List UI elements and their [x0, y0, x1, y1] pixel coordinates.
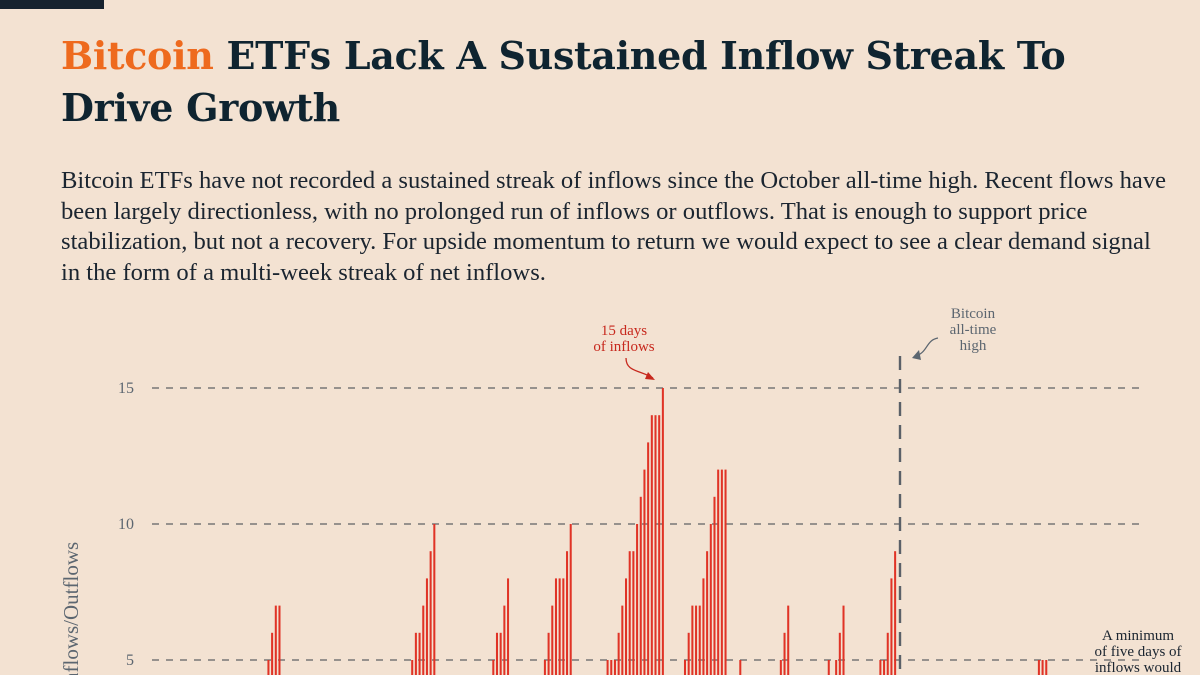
bar — [503, 605, 506, 675]
bar — [650, 415, 653, 675]
bar — [499, 632, 502, 675]
bar — [683, 660, 687, 675]
bar — [625, 578, 628, 675]
bar — [838, 632, 841, 675]
bar — [886, 632, 889, 675]
bar — [783, 632, 786, 675]
chart-title: Bitcoin ETFs Lack A Sustained Inflow Str… — [61, 30, 1181, 134]
bar — [636, 524, 639, 675]
bar — [1041, 660, 1044, 675]
bar — [1045, 660, 1048, 675]
bar — [779, 660, 782, 675]
y-tick-label: 10 — [118, 516, 134, 533]
bar — [691, 605, 694, 675]
bar — [654, 415, 657, 675]
bar — [890, 578, 893, 675]
bar — [569, 524, 572, 675]
bar — [558, 578, 561, 675]
bar — [507, 578, 510, 675]
bar — [883, 660, 886, 675]
bars — [267, 388, 1048, 675]
title-rest: ETFs Lack A Sustained Inflow Streak To D… — [61, 33, 1066, 130]
bar — [543, 660, 546, 675]
bar — [422, 605, 425, 675]
ath-arrow-head — [912, 350, 921, 360]
bar — [739, 660, 742, 675]
bar — [647, 442, 650, 675]
bar — [271, 632, 274, 675]
bar — [706, 551, 709, 675]
y-axis-label: Inflows/Outflows — [59, 542, 83, 675]
threshold-annotation-text: A minimum — [1102, 628, 1174, 644]
bar — [606, 660, 609, 675]
ath-annotation-text: Bitcoin — [951, 306, 996, 322]
peak-arrow-head — [645, 372, 655, 380]
bar — [695, 605, 698, 675]
bar — [418, 632, 421, 675]
threshold-annotation-text: inflows would — [1095, 660, 1182, 675]
title-highlight: Bitcoin — [61, 33, 214, 78]
bar — [274, 605, 277, 675]
bar — [613, 660, 616, 675]
chart-subtitle: Bitcoin ETFs have not recorded a sustain… — [61, 167, 1167, 286]
bar — [639, 496, 642, 675]
bar — [617, 632, 620, 675]
bar — [709, 524, 712, 675]
bar — [632, 551, 635, 675]
bar — [492, 660, 495, 675]
bar — [717, 469, 720, 675]
bar — [713, 496, 716, 675]
peak-annotation-text: of inflows — [593, 339, 654, 355]
y-tick-label: 15 — [118, 380, 134, 397]
y-ticks: 5 10 15 Inflows/Outflows — [59, 380, 134, 675]
bar — [562, 578, 565, 675]
bar — [433, 524, 436, 675]
bar — [278, 605, 281, 675]
bar — [894, 551, 897, 675]
bar — [835, 660, 838, 675]
bar — [551, 605, 554, 675]
bar — [842, 605, 845, 675]
bar — [724, 469, 727, 675]
bar — [661, 388, 664, 675]
bar — [698, 605, 701, 675]
bar — [429, 551, 432, 675]
bar — [628, 551, 631, 675]
peak-annotation-text: 15 days — [601, 323, 647, 339]
bar — [1037, 660, 1040, 675]
bar — [827, 660, 830, 675]
bar — [425, 578, 428, 675]
y-tick-label: 5 — [126, 652, 134, 669]
bar — [643, 469, 646, 675]
bar — [547, 632, 550, 675]
threshold-annotation-text: of five days of — [1094, 644, 1181, 660]
bar — [414, 632, 417, 675]
bar — [879, 660, 882, 675]
bar — [702, 578, 705, 675]
corner-accent-bar — [0, 0, 104, 9]
bar — [495, 632, 498, 675]
bar — [720, 469, 723, 675]
bar — [621, 605, 624, 675]
bar — [658, 415, 661, 675]
bar — [411, 660, 414, 675]
ath-annotation-text: high — [960, 338, 987, 354]
bar — [687, 632, 690, 675]
bar — [610, 660, 613, 675]
bar — [554, 578, 557, 675]
bar — [267, 660, 270, 675]
ath-annotation-text: all-time — [950, 322, 997, 338]
grid-lines — [152, 387, 1140, 661]
bar — [566, 551, 569, 675]
bar — [787, 605, 790, 675]
